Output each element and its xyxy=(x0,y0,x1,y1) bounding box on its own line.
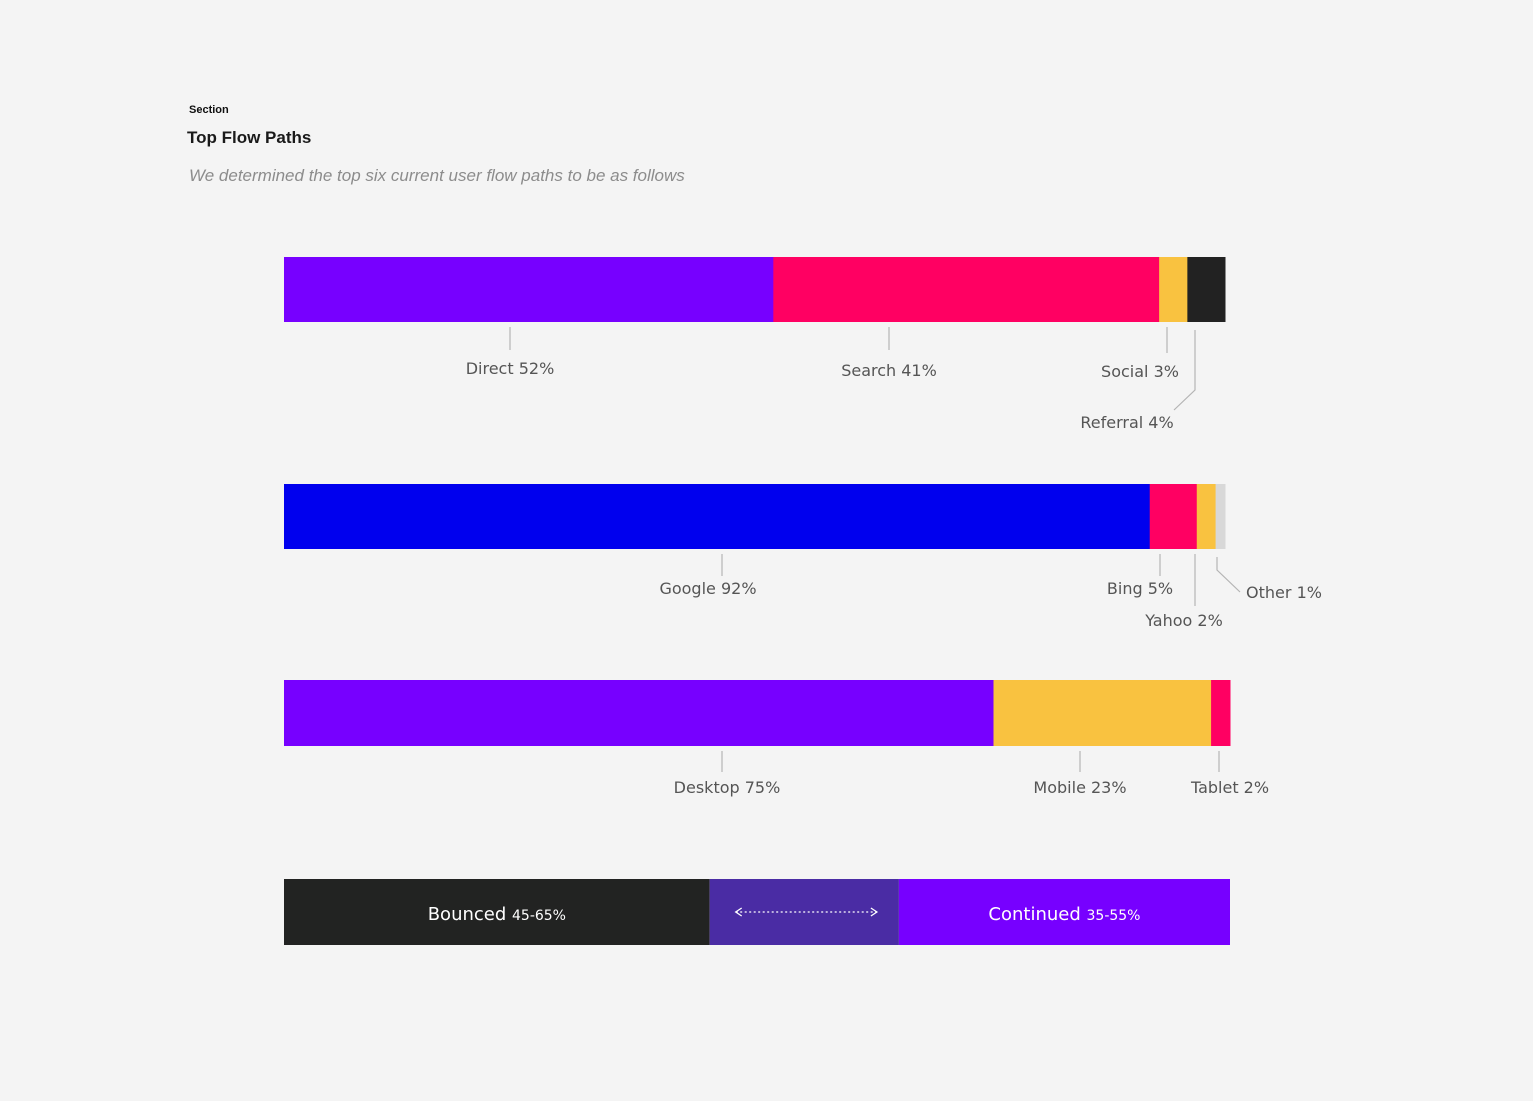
segment-label-referral: Referral 4% xyxy=(1080,413,1173,432)
bar-segment-bing xyxy=(1149,484,1198,549)
bar-segment-other xyxy=(1215,484,1226,549)
range-arrow-left-head xyxy=(734,907,743,917)
bar-segment-desktop xyxy=(284,680,994,746)
segment-label-direct: Direct 52% xyxy=(466,359,555,378)
segment-label-tablet: Tablet 2% xyxy=(1190,778,1269,797)
range-label-bounced: Bounced 45-65% xyxy=(428,904,566,925)
segment-label-other: Other 1% xyxy=(1246,583,1322,602)
segment-label-social: Social 3% xyxy=(1101,362,1179,381)
range-segment-continued xyxy=(898,879,1230,945)
bar-segment-social xyxy=(1159,257,1188,322)
page-subtitle: We determined the top six current user f… xyxy=(189,166,685,185)
section-eyebrow: Section xyxy=(189,104,229,116)
bar-segment-search xyxy=(773,257,1160,322)
bar-segment-yahoo xyxy=(1196,484,1217,549)
segment-label-search: Search 41% xyxy=(841,361,937,380)
segment-label-google: Google 92% xyxy=(659,579,756,598)
range-segment-bounced xyxy=(284,879,710,945)
leader-line-referral xyxy=(1173,330,1196,411)
bar-segment-tablet xyxy=(1211,680,1231,746)
range-arrow-right-head xyxy=(870,907,879,917)
segment-label-desktop: Desktop 75% xyxy=(674,778,781,797)
bar-segment-direct xyxy=(284,257,774,322)
segment-label-mobile: Mobile 23% xyxy=(1033,778,1126,797)
bar-segment-mobile xyxy=(993,680,1212,746)
segment-label-bing: Bing 5% xyxy=(1107,579,1173,598)
bar-segment-referral xyxy=(1187,257,1226,322)
segment-label-yahoo: Yahoo 2% xyxy=(1144,611,1223,630)
range-label-continued: Continued 35-55% xyxy=(988,904,1140,925)
bar-segment-google xyxy=(284,484,1151,549)
page-title: Top Flow Paths xyxy=(187,128,312,147)
leader-line-other xyxy=(1216,557,1241,593)
